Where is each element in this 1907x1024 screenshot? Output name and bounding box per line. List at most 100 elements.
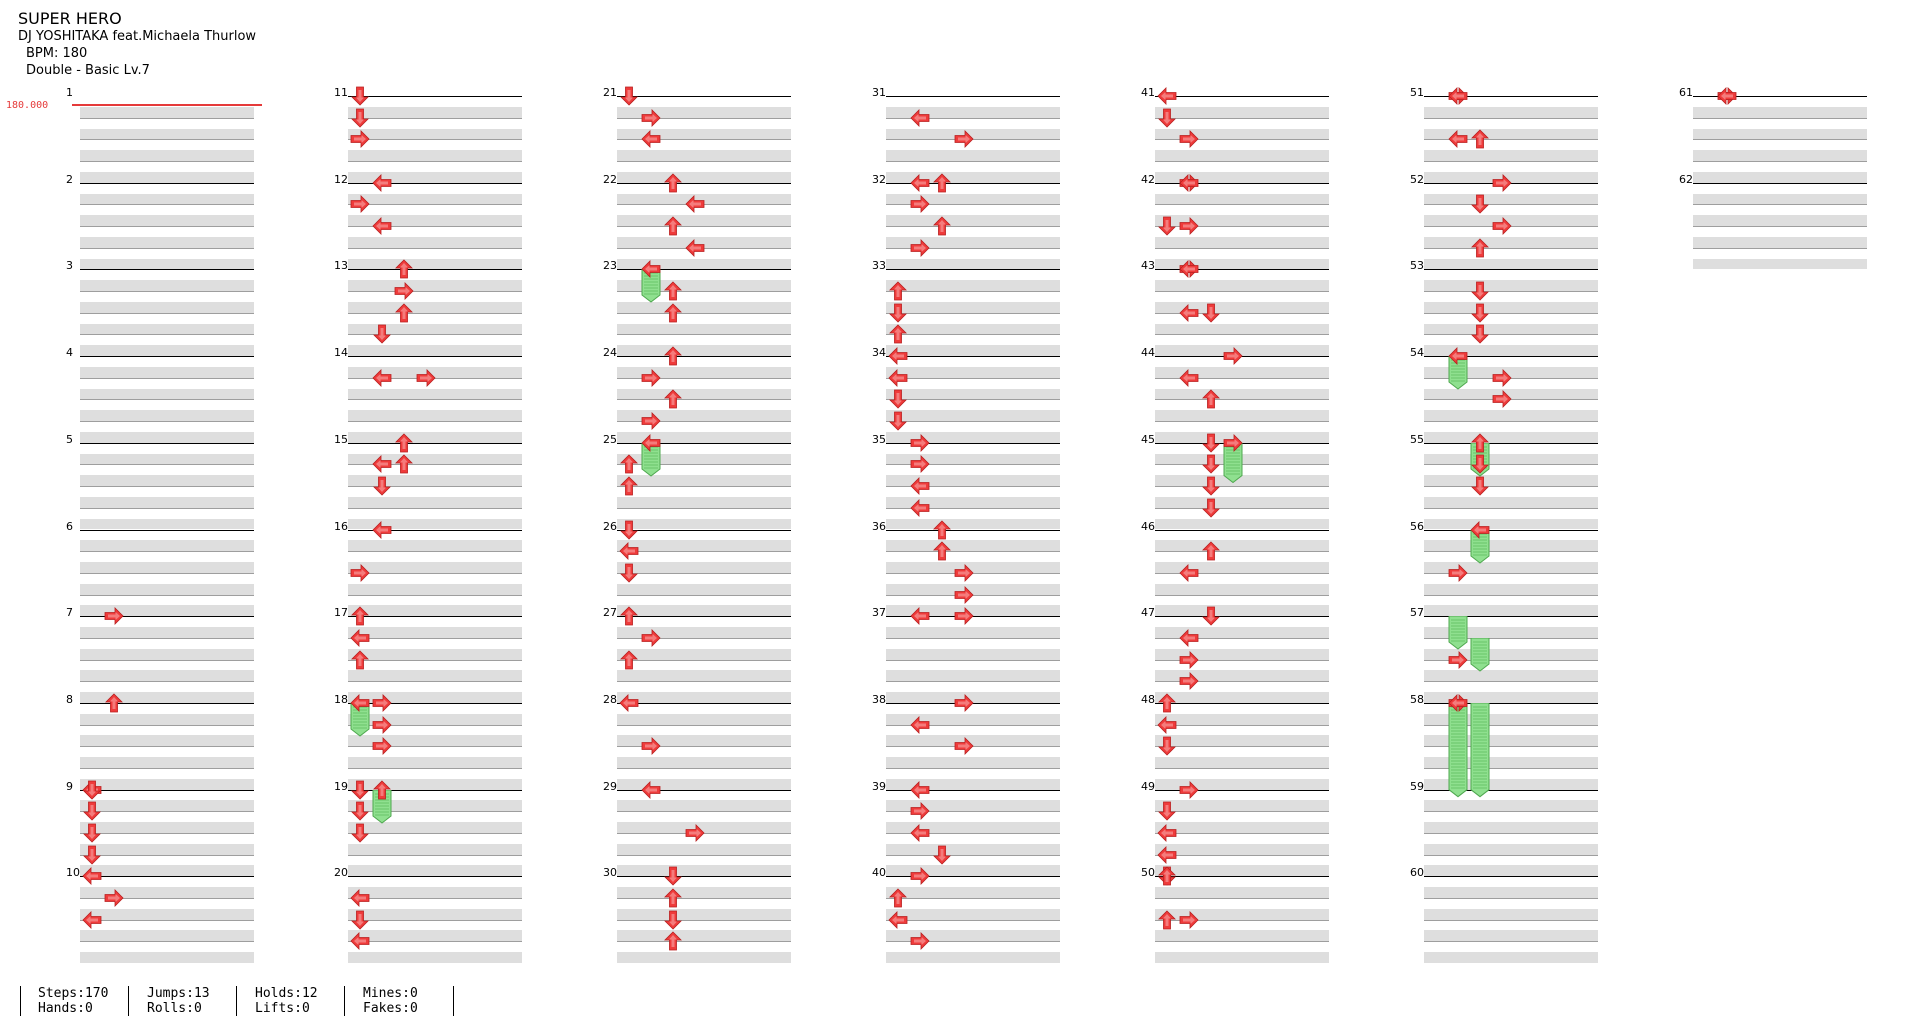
beat-band: [617, 280, 791, 292]
down-arrow-note: [82, 823, 102, 847]
beat-line: [348, 919, 522, 921]
beat-line: [1424, 161, 1598, 163]
beat-band: [617, 908, 791, 920]
beat-band: [80, 908, 254, 920]
left-arrow-note: [372, 173, 392, 197]
measure-line: [886, 269, 1060, 271]
measure-number: 23: [603, 259, 617, 273]
measure-number: 29: [603, 779, 617, 793]
beat-line: [886, 507, 1060, 509]
beat-band: [80, 518, 254, 530]
beat-line: [80, 659, 254, 661]
beat-band: [886, 431, 1060, 443]
beat-line: [348, 291, 522, 293]
left-arrow-note: [619, 693, 639, 717]
up-arrow-note: [394, 454, 414, 478]
right-arrow-note: [1448, 650, 1468, 674]
left-arrow-note: [372, 520, 392, 544]
left-arrow-note: [350, 931, 370, 955]
measure-number: 35: [872, 432, 886, 446]
beat-band: [1424, 193, 1598, 205]
hold-note: [1470, 637, 1490, 676]
left-arrow-note: [685, 238, 705, 262]
up-arrow-note: [932, 541, 952, 565]
beat-line: [80, 507, 254, 509]
measure-line: [1155, 96, 1329, 97]
beat-line: [617, 117, 791, 119]
beat-band: [1424, 236, 1598, 248]
beat-band: [1424, 150, 1598, 162]
beat-band: [1424, 887, 1598, 898]
measure-line: [1155, 616, 1329, 618]
beat-band: [886, 518, 1060, 530]
up-arrow-note: [932, 173, 952, 197]
down-arrow-note: [619, 563, 639, 587]
beat-line: [80, 464, 254, 466]
right-arrow-note: [641, 368, 661, 392]
beat-band: [617, 627, 791, 638]
beat-band: [80, 453, 254, 465]
beat-line: [1155, 854, 1329, 856]
down-arrow-note: [372, 476, 392, 500]
beat-band: [886, 236, 1060, 248]
measure-number: 33: [872, 259, 886, 273]
beat-band: [1155, 648, 1329, 660]
measure-line: [1424, 529, 1598, 531]
beat-line: [80, 594, 254, 596]
measure-number: 21: [603, 86, 617, 99]
right-arrow-note: [350, 129, 370, 153]
beat-band: [1155, 410, 1329, 422]
beat-band: [1155, 735, 1329, 747]
left-arrow-note: [1157, 86, 1177, 110]
beat-line: [617, 681, 791, 683]
song-artist: DJ YOSHITAKA feat.Michaela Thurlow: [18, 29, 257, 44]
beat-band: [617, 692, 791, 703]
beat-line: [617, 941, 791, 943]
beat-line: [1155, 421, 1329, 423]
beat-line: [348, 681, 522, 683]
down-arrow-note: [1157, 216, 1177, 240]
right-arrow-note: [910, 433, 930, 457]
measure-line: [1155, 269, 1329, 271]
beat-line: [1155, 291, 1329, 293]
right-arrow-note: [954, 585, 974, 609]
measure-line: [348, 702, 522, 704]
beat-band: [886, 215, 1060, 227]
measure-number: 7: [66, 606, 73, 620]
beat-line: [348, 204, 522, 206]
beat-line: [348, 767, 522, 769]
beat-band: [80, 345, 254, 357]
beat-band: [617, 757, 791, 768]
beat-line: [1155, 334, 1329, 336]
measure-line: [617, 182, 791, 184]
stat-lifts: Lifts:0: [255, 1001, 310, 1016]
beat-band: [886, 301, 1060, 313]
hold-note: [1448, 702, 1468, 802]
beat-band: [80, 605, 254, 617]
right-arrow-note: [350, 563, 370, 587]
down-arrow-note: [619, 520, 639, 544]
beat-band: [886, 843, 1060, 855]
stat-jumps: Jumps:13: [147, 986, 210, 1001]
beat-band: [886, 908, 1060, 920]
beat-line: [80, 746, 254, 748]
beat-band: [348, 865, 522, 877]
beat-band: [886, 735, 1060, 747]
beat-band: [80, 496, 254, 508]
measure-number: 44: [1141, 346, 1155, 360]
down-arrow-note: [82, 845, 102, 869]
beat-line: [617, 659, 791, 661]
beat-line: [348, 421, 522, 423]
beat-line: [80, 854, 254, 856]
measure-line: [80, 529, 254, 531]
measure-number: 55: [1410, 432, 1424, 446]
beat-band: [1424, 713, 1598, 725]
up-arrow-note: [1201, 389, 1221, 413]
beat-band: [886, 345, 1060, 357]
beat-band: [348, 258, 522, 270]
right-arrow-note: [910, 801, 930, 825]
beat-band: [80, 692, 254, 703]
beat-line: [348, 551, 522, 553]
measure-number: 54: [1410, 346, 1424, 360]
right-arrow-note: [910, 866, 930, 890]
